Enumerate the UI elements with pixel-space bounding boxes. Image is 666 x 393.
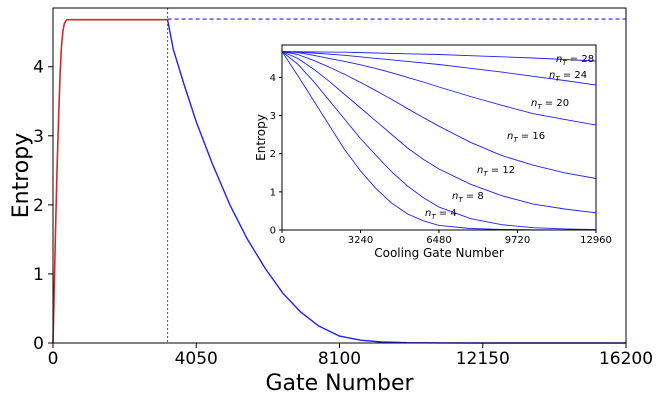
- x-tick-label: 0: [48, 349, 59, 369]
- inset-curve: [281, 51, 597, 231]
- inset-curve-label: nT = 28: [556, 54, 594, 67]
- inset-plot: nT = 4 nT = 8 nT = 12 nT = 16 nT = 20 nT = 24…: [254, 44, 612, 260]
- y-tick-label: 1: [33, 265, 44, 285]
- inset-y-tick-label: 4: [270, 73, 276, 84]
- x-axis-label: Gate Number: [265, 371, 414, 393]
- inset-curve: [281, 51, 597, 62]
- inset-y-tick-label: 3: [270, 111, 276, 122]
- inset-x-tick-label: 9720: [505, 235, 530, 246]
- x-tick-label: 8100: [318, 349, 361, 369]
- inset-y-tick-label: 0: [270, 226, 276, 237]
- y-tick-label: 2: [33, 196, 44, 216]
- inset-curve: [281, 51, 597, 179]
- x-tick-label: 12150: [456, 349, 510, 369]
- inset-x-tick-label: 3240: [348, 235, 373, 246]
- inset-curve-label: nT = 8: [452, 191, 484, 204]
- inset-curve: [281, 51, 597, 86]
- y-axis-label: Entropy: [9, 133, 34, 218]
- inset-y-axis-label: Entropy: [254, 114, 268, 161]
- inset-x-tick-label: 0: [279, 235, 285, 246]
- x-tick-label: 4050: [175, 349, 218, 369]
- heating-curve: [52, 18, 168, 344]
- inset-y-tick-label: 1: [270, 187, 276, 198]
- inset-y-tick-label: 2: [270, 149, 276, 160]
- inset-x-tick-label: 12960: [580, 235, 612, 246]
- y-tick-label: 4: [33, 58, 44, 78]
- x-tick-label: 16200: [599, 349, 653, 369]
- y-tick-label: 0: [33, 334, 44, 354]
- main-plot: 0 4050 8100 12150 16200 0 1 2 3 4 Gate Number Entro…: [9, 7, 653, 393]
- inset-curve-label: nT = 20: [531, 98, 569, 111]
- inset-curve-label: nT = 4: [425, 208, 457, 221]
- inset-x-tick-label: 6480: [426, 235, 451, 246]
- inset-curve-label: nT = 24: [549, 70, 587, 83]
- inset-background: [282, 45, 596, 230]
- inset-curve-label: nT = 16: [507, 131, 545, 144]
- y-tick-label: 3: [33, 127, 44, 147]
- inset-curve: [281, 51, 597, 126]
- inset-curve-label: nT = 12: [477, 165, 515, 178]
- inset-x-axis-label: Cooling Gate Number: [374, 246, 504, 260]
- inset-curve: [281, 51, 597, 214]
